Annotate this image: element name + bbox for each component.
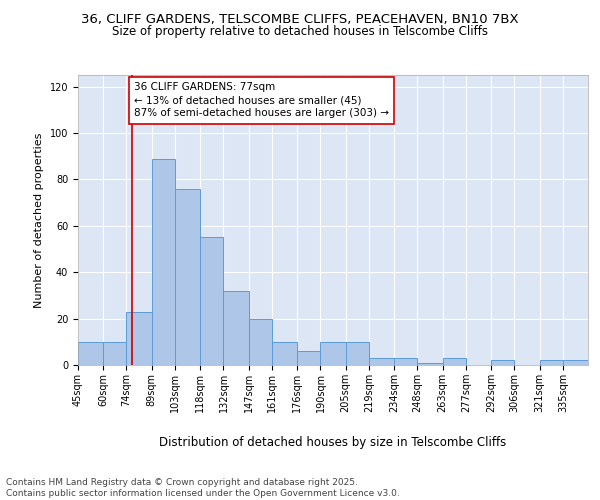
Bar xyxy=(539,360,563,365)
Bar xyxy=(248,318,272,365)
Text: Distribution of detached houses by size in Telscombe Cliffs: Distribution of detached houses by size … xyxy=(160,436,506,449)
Bar xyxy=(369,358,394,365)
Y-axis label: Number of detached properties: Number of detached properties xyxy=(34,132,44,308)
Bar xyxy=(200,238,223,365)
Text: Contains HM Land Registry data © Crown copyright and database right 2025.
Contai: Contains HM Land Registry data © Crown c… xyxy=(6,478,400,498)
Bar xyxy=(152,158,175,365)
Bar xyxy=(78,342,103,365)
Bar xyxy=(346,342,369,365)
Bar xyxy=(320,342,346,365)
Bar xyxy=(563,360,588,365)
Bar xyxy=(297,351,320,365)
Bar xyxy=(418,362,443,365)
Text: 36, CLIFF GARDENS, TELSCOMBE CLIFFS, PEACEHAVEN, BN10 7BX: 36, CLIFF GARDENS, TELSCOMBE CLIFFS, PEA… xyxy=(81,12,519,26)
Text: Size of property relative to detached houses in Telscombe Cliffs: Size of property relative to detached ho… xyxy=(112,25,488,38)
Bar xyxy=(394,358,418,365)
Bar xyxy=(491,360,514,365)
Bar xyxy=(223,291,248,365)
Bar xyxy=(127,312,152,365)
Bar xyxy=(103,342,127,365)
Bar xyxy=(175,188,200,365)
Bar xyxy=(443,358,466,365)
Text: 36 CLIFF GARDENS: 77sqm
← 13% of detached houses are smaller (45)
87% of semi-de: 36 CLIFF GARDENS: 77sqm ← 13% of detache… xyxy=(134,82,389,118)
Bar xyxy=(272,342,297,365)
